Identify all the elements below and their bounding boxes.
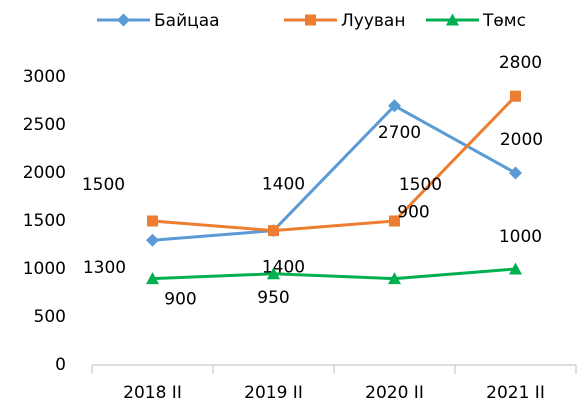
data-point xyxy=(146,233,159,247)
data-point xyxy=(509,262,522,275)
y-tick-label: 500 xyxy=(34,307,66,327)
data-point xyxy=(509,166,522,180)
data-point xyxy=(388,99,401,113)
legend-label: Байцаа xyxy=(154,11,220,31)
data-point xyxy=(267,267,280,280)
data-point xyxy=(268,225,279,237)
data-label: 900 xyxy=(397,203,429,223)
series-line xyxy=(152,95,517,233)
legend-label: Лууван xyxy=(341,11,405,31)
data-label: 1300 xyxy=(83,258,126,278)
data-label: 2000 xyxy=(500,130,543,150)
data-label: 2800 xyxy=(499,53,542,73)
series-line xyxy=(152,103,517,242)
data-label: 900 xyxy=(164,290,196,310)
data-point xyxy=(147,215,158,227)
data-label: 1000 xyxy=(499,227,542,247)
x-tick-label: 2019 II xyxy=(244,383,303,403)
x-tick-label: 2021 II xyxy=(486,383,545,403)
y-tick-label: 3000 xyxy=(23,67,66,87)
y-tick-label: 2000 xyxy=(23,163,66,183)
y-tick-label: 1000 xyxy=(23,259,66,279)
data-point xyxy=(510,90,521,102)
data-label: 1500 xyxy=(399,175,442,195)
data-point xyxy=(389,215,400,227)
data-label: 2700 xyxy=(378,123,421,143)
legend-marker xyxy=(117,13,130,27)
x-tick-label: 2020 II xyxy=(365,383,424,403)
data-label: 1500 xyxy=(82,175,125,195)
data-label: 1400 xyxy=(262,175,305,195)
y-tick-label: 1500 xyxy=(23,211,66,231)
legend-marker xyxy=(446,13,459,26)
data-point xyxy=(388,272,401,285)
data-label: 950 xyxy=(257,288,289,308)
series-line xyxy=(152,267,516,281)
legend-label: Төмс xyxy=(482,11,526,31)
y-tick-label: 2500 xyxy=(23,115,66,135)
data-point xyxy=(146,272,159,285)
legend-marker xyxy=(305,14,316,26)
y-tick-label: 0 xyxy=(55,355,66,375)
x-tick-label: 2018 II xyxy=(123,383,182,403)
